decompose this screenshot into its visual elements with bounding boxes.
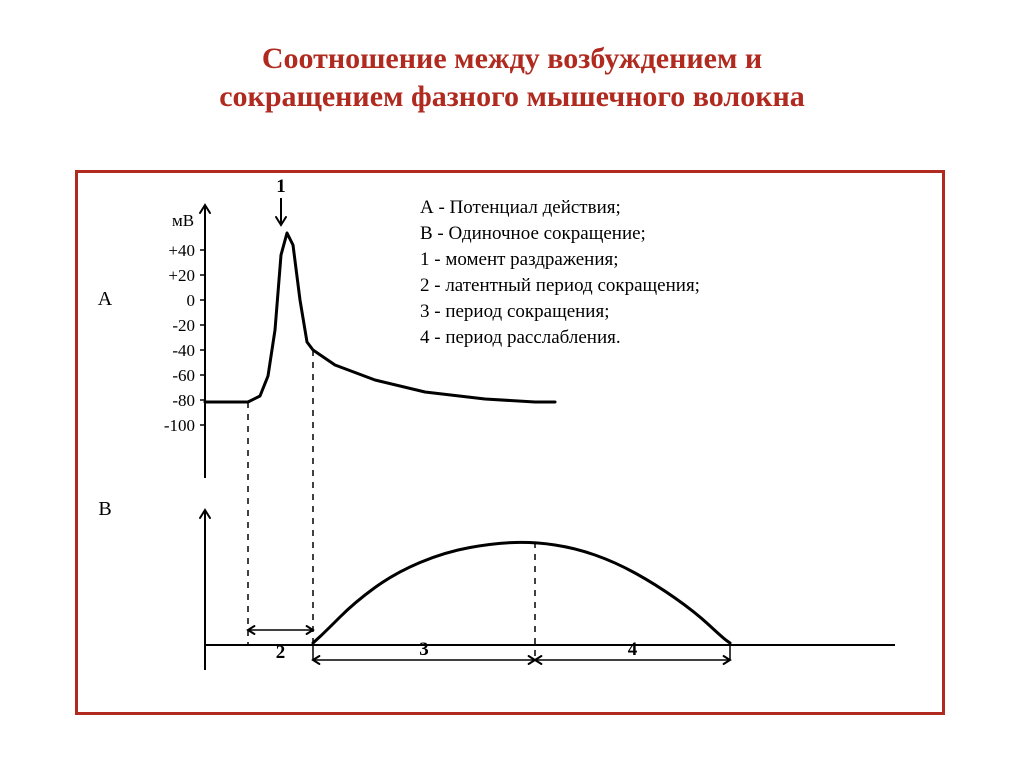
svg-text:+40: +40 — [168, 241, 195, 260]
svg-text:-100: -100 — [164, 416, 195, 435]
legend-item: 1 - момент раздражения; — [420, 247, 700, 273]
title-line-2: сокращением фазного мышечного волокна — [219, 80, 805, 113]
svg-text:A: A — [98, 288, 113, 310]
svg-text:0: 0 — [187, 291, 196, 310]
svg-text:-40: -40 — [172, 341, 195, 360]
svg-text:-60: -60 — [172, 366, 195, 385]
legend-item: А - Потенциал действия; — [420, 195, 700, 221]
svg-text:мВ: мВ — [172, 211, 194, 230]
twitch-curve — [313, 542, 730, 643]
svg-text:B: B — [98, 498, 111, 520]
legend-item: 4 - период расслабления. — [420, 325, 700, 351]
svg-text:1: 1 — [276, 176, 286, 197]
svg-text:2: 2 — [276, 642, 286, 663]
page-title: Соотношение между возбуждением и сокраще… — [0, 40, 1024, 115]
svg-text:+20: +20 — [168, 266, 195, 285]
legend: А - Потенциал действия;В - Одиночное сок… — [420, 195, 700, 351]
svg-text:-80: -80 — [172, 391, 195, 410]
legend-item: 3 - период сокращения; — [420, 299, 700, 325]
svg-text:-20: -20 — [172, 316, 195, 335]
title-line-1: Соотношение между возбуждением и — [262, 42, 762, 75]
legend-item: В - Одиночное сокращение; — [420, 221, 700, 247]
legend-item: 2 - латентный период сокращения; — [420, 273, 700, 299]
svg-text:4: 4 — [628, 639, 638, 660]
svg-text:3: 3 — [419, 639, 429, 660]
